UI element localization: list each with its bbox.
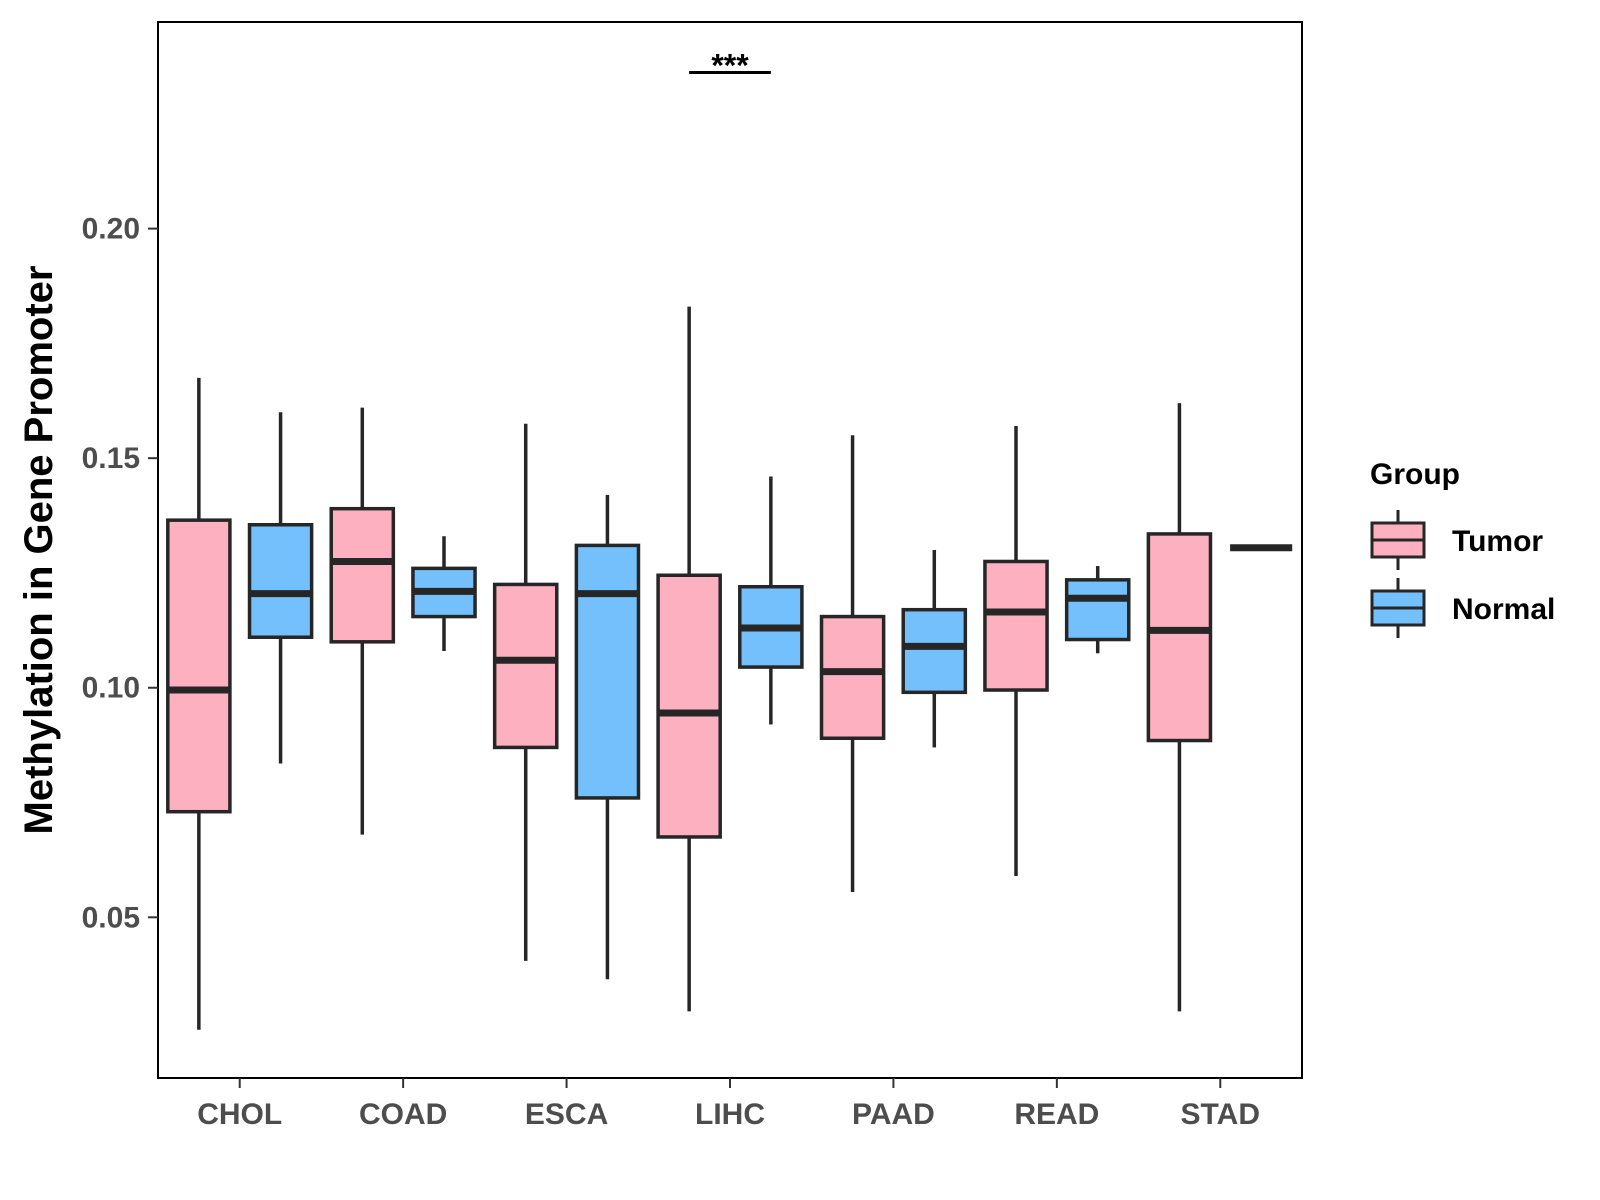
box-iqr [1064, 578, 1131, 642]
y-tick-label: 0.05 [82, 901, 140, 934]
box-iqr [166, 518, 232, 814]
box-tumor-chol [166, 377, 232, 1030]
box-normal-esca [574, 494, 641, 980]
y-tick-label: 0.15 [82, 442, 140, 475]
x-tick-label: READ [1014, 1098, 1099, 1131]
box-iqr [901, 607, 968, 695]
legend-key-normal [1370, 578, 1426, 638]
box-iqr [574, 543, 641, 800]
box-tumor-lihc [656, 306, 722, 1012]
box-normal-lihc [738, 476, 804, 725]
legend-title: Group [1370, 458, 1460, 491]
legend-label: Normal [1452, 593, 1555, 626]
box-layer [166, 306, 1293, 1030]
legend: Group Tumor Normal [1370, 458, 1555, 638]
box-tumor-read [983, 426, 1049, 876]
box-iqr [1146, 532, 1213, 743]
box-iqr [247, 522, 314, 639]
box-iqr [819, 614, 886, 740]
legend-label: Tumor [1452, 525, 1543, 558]
box-normal-read [1064, 566, 1131, 654]
box-tumor-paad [819, 435, 886, 893]
box-normal-chol [247, 412, 314, 764]
legend-key-tumor [1370, 510, 1426, 570]
box-normal-coad [411, 536, 477, 652]
box-iqr [656, 573, 722, 839]
box-iqr [329, 506, 396, 644]
x-tick-label: STAD [1181, 1098, 1260, 1131]
box-iqr [983, 559, 1049, 692]
x-tick-label: CHOL [197, 1098, 282, 1131]
box-tumor-esca [492, 423, 559, 961]
x-tick-label: COAD [359, 1098, 447, 1131]
annotation-layer: *** [689, 48, 771, 84]
y-tick-label: 0.20 [82, 213, 140, 246]
significance-label: *** [711, 48, 749, 84]
x-tick-label: LIHC [695, 1098, 765, 1131]
box-tumor-coad [329, 407, 396, 835]
box-iqr [492, 582, 559, 750]
y-tick-label: 0.10 [82, 672, 140, 705]
box-normal-paad [901, 550, 968, 748]
x-tick-label: ESCA [525, 1098, 608, 1131]
y-axis: 0.05 0.10 0.15 0.20 [82, 213, 158, 934]
box-tumor-stad [1146, 403, 1213, 1012]
x-tick-label: PAAD [852, 1098, 935, 1131]
x-axis: CHOL COAD ESCA LIHC PAAD READ STAD [197, 1078, 1260, 1131]
y-axis-title: Methylation in Gene Promoter [17, 266, 61, 835]
